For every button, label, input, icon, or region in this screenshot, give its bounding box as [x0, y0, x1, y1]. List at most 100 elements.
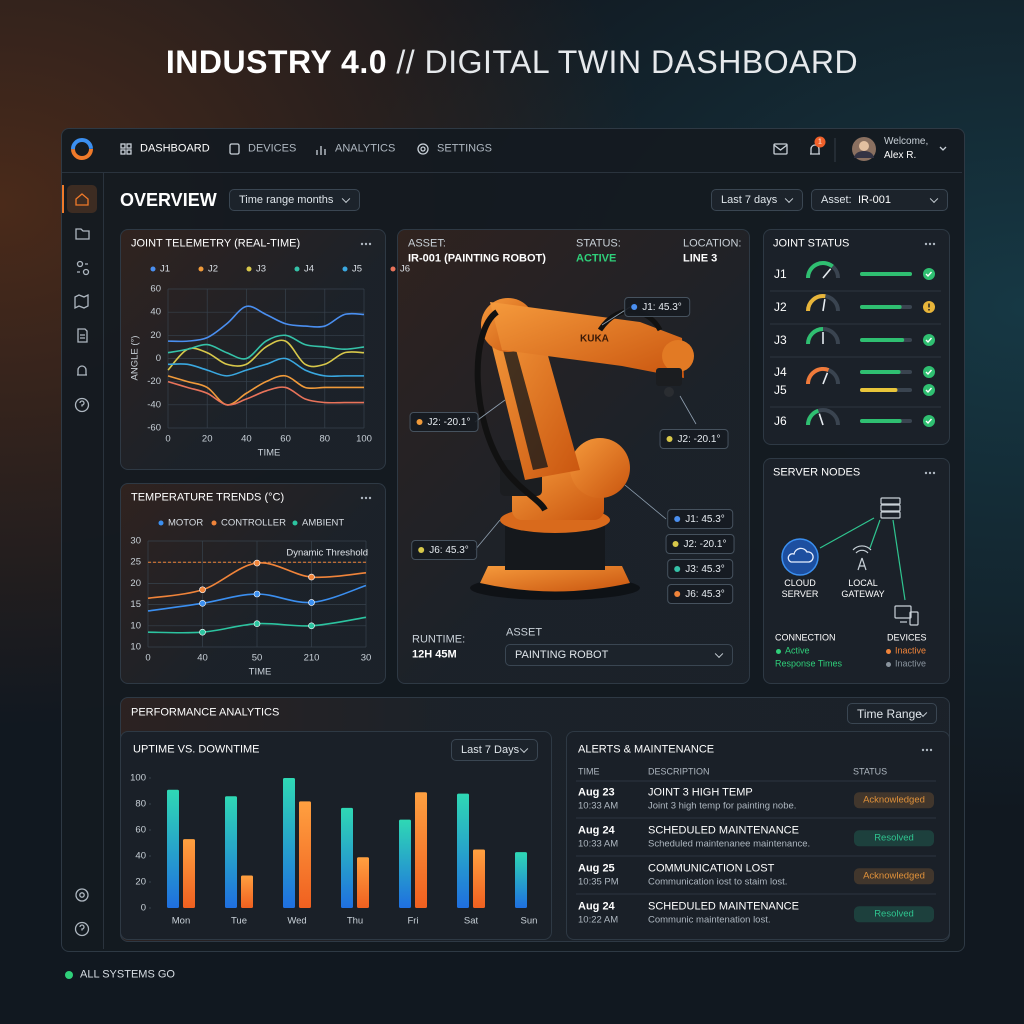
callout-text: J1: 45.3° — [642, 301, 682, 313]
chart-dropdown[interactable]: Last 7 Days — [451, 739, 538, 761]
status-pill[interactable]: Acknowledged — [854, 868, 934, 884]
alert-time: 10:22 AM — [578, 914, 619, 926]
time-range-dropdown[interactable]: Time range months — [229, 189, 360, 211]
callout-dot — [666, 436, 673, 442]
bar — [241, 875, 253, 908]
nav-item[interactable]: ANALYTICS — [335, 142, 396, 155]
time-range-button[interactable]: Time Range — [847, 703, 937, 724]
x-tick-label: 50 — [252, 653, 263, 664]
bar — [357, 857, 369, 908]
user-chevron[interactable] — [939, 146, 947, 151]
status-dot — [775, 648, 781, 654]
nav-item[interactable]: DEVICES — [248, 142, 297, 155]
node-label: CLOUD SERVER — [781, 578, 819, 599]
avatar[interactable] — [852, 137, 876, 161]
period-dropdown-text: Last 7 days — [721, 194, 778, 206]
level-bar — [860, 419, 902, 423]
y-tick-label: -20 — [147, 376, 161, 387]
callout-dot — [674, 566, 681, 572]
alert-detail: Scheduled maintenanee maintenance. — [648, 838, 811, 850]
status-dot — [885, 648, 891, 654]
legend-label: J3 — [256, 264, 266, 275]
callout-text: J1: 45.3° — [685, 513, 725, 525]
y-tick-label: 60 — [150, 284, 161, 295]
status-pill[interactable]: Resolved — [854, 830, 934, 846]
x-tick-label: 20 — [202, 434, 213, 445]
callout-text: J3: 45.3° — [685, 563, 725, 575]
y-tick-label: 20 — [150, 330, 161, 341]
section-title: PERFORMANCE ANALYTICS — [131, 706, 280, 719]
x-tick-label: Thu — [347, 916, 363, 927]
bar — [515, 852, 527, 908]
asset-name: IR-001 (PAINTING ROBOT) — [408, 252, 546, 265]
time-range-button-text: Time Range — [857, 706, 922, 721]
y-tick-label: 20 — [135, 877, 146, 888]
alert-time: 10:33 AM — [578, 800, 619, 812]
network-diagram — [781, 497, 919, 626]
status-check — [925, 337, 933, 344]
threshold-label: Dynamic Threshold — [286, 548, 368, 559]
asset-dropdown[interactable]: Asset: IR-001 — [811, 189, 948, 211]
user-name: Alex R. — [884, 150, 917, 161]
point — [308, 573, 315, 581]
y-tick-label: 100 — [130, 773, 146, 784]
callout-dot — [416, 419, 423, 425]
location-label: LOCATION: — [683, 237, 742, 250]
title-bold: INDUSTRY 4.0 — [165, 44, 388, 80]
bar — [399, 819, 411, 908]
point — [308, 599, 315, 606]
more-menus[interactable] — [360, 242, 936, 752]
alert-time: 10:33 AM — [578, 838, 619, 850]
asset-select[interactable]: PAINTING ROBOT — [505, 644, 733, 666]
chart-title: JOINT TELEMETRY (REAL-TIME) — [131, 237, 301, 250]
status-dot — [885, 661, 891, 667]
nav-item[interactable]: DASHBOARD — [140, 142, 210, 155]
alert-detail: Communication iost to staim lost. — [648, 876, 788, 888]
callout-dot — [418, 547, 425, 553]
status-pill[interactable]: Acknowledged — [854, 792, 934, 808]
legend-item: Active — [785, 645, 810, 656]
welcome: Welcome, — [884, 136, 929, 147]
sidebar-active[interactable] — [67, 185, 97, 213]
y-tick-label: 0 — [141, 903, 146, 914]
gauge-arc — [806, 408, 820, 426]
status-pill[interactable]: Resolved — [854, 906, 934, 922]
point — [199, 586, 206, 594]
overview-heading: OVERVIEW — [120, 190, 217, 210]
gauge-arc — [806, 261, 834, 279]
bar — [415, 792, 427, 908]
chart-title: UPTIME VS. DOWNTIME — [133, 743, 260, 756]
legend-item: Inactive — [895, 645, 927, 656]
legend-label: J1 — [160, 264, 170, 275]
nav-icons — [120, 143, 820, 155]
asset-label: ASSET: — [408, 237, 446, 250]
nav-item[interactable]: SETTINGS — [437, 142, 493, 155]
legend-label: MOTOR — [168, 518, 203, 529]
bar — [473, 849, 485, 908]
y-tick-label: -60 — [147, 423, 161, 434]
series-line — [167, 305, 365, 343]
panel-title: ALERTS & MAINTENANCE — [578, 743, 715, 756]
legend-marker — [390, 266, 396, 272]
column-header: DESCRIPTION — [648, 766, 710, 777]
legend-item: Inactive — [895, 658, 927, 669]
status-check — [925, 369, 933, 376]
legend-label: CONTROLLER — [221, 518, 286, 529]
runtime-value: 12H 45M — [412, 648, 457, 661]
gauge-needle — [822, 372, 829, 385]
joint-name: J3 — [774, 333, 787, 347]
bar — [167, 789, 179, 908]
x-tick-label: 30 — [361, 653, 372, 664]
asset-select-text: PAINTING ROBOT — [515, 649, 609, 661]
legend-label: J5 — [352, 264, 362, 275]
x-tick-label: 40 — [241, 434, 252, 445]
sidebar-icons[interactable] — [74, 193, 90, 937]
column-header: STATUS — [853, 766, 888, 777]
y-tick-label: 15 — [130, 599, 141, 610]
alert-date: Aug 24 — [578, 900, 615, 913]
logo[interactable] — [71, 138, 93, 160]
series-line — [167, 374, 364, 406]
period-dropdown[interactable]: Last 7 days — [711, 189, 803, 211]
series-line — [167, 334, 365, 360]
